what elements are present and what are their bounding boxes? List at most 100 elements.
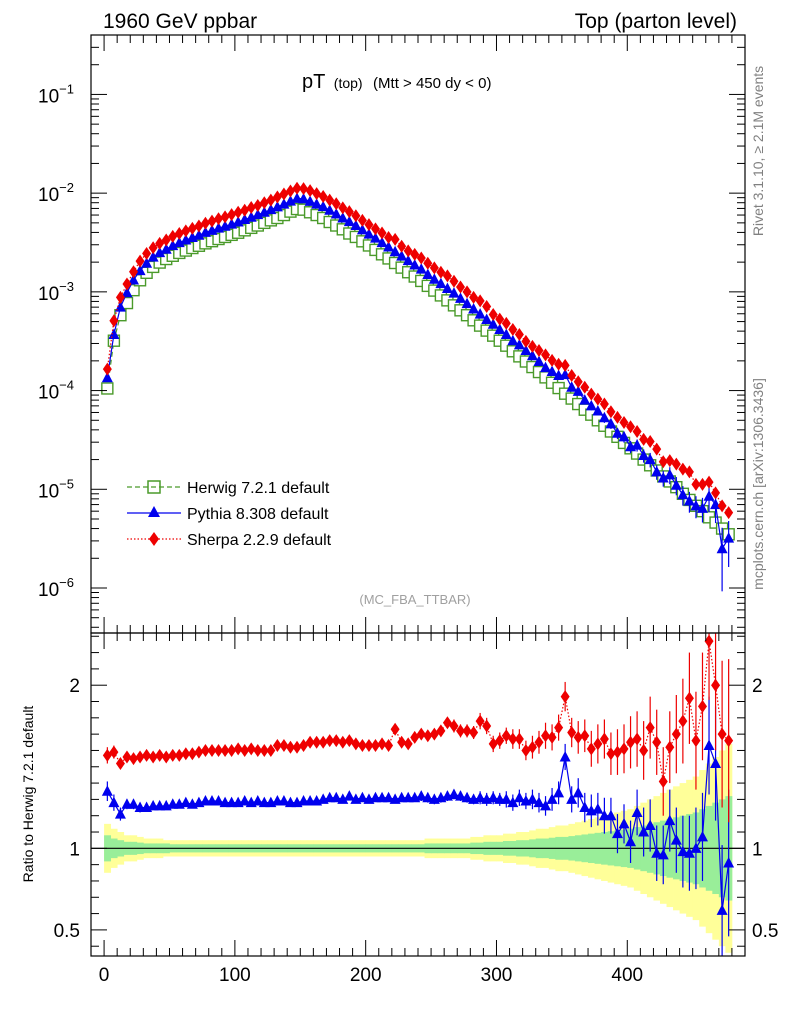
main-pythia-point [271,200,283,212]
main-sherpa-point [187,221,197,235]
main-pythia-point [683,495,695,506]
main-pythia-point [540,361,552,373]
ratio-pythia-point [723,857,735,868]
main-pythia-point [193,229,205,240]
main-y-tick-label: 10−1 [38,81,74,107]
main-sherpa-point [501,316,511,330]
plot-title-main: pT [302,71,325,93]
ratio-sherpa-point [599,732,609,746]
main-sherpa-point [272,190,282,204]
ratio-sherpa-point [200,743,210,757]
ratio-sherpa-point [148,750,158,764]
ratio-sherpa-point [632,732,642,746]
ratio-sherpa-point [285,740,295,754]
main-pythia-point [461,297,473,309]
main-sherpa-point [586,387,596,401]
ratio-sherpa-point [684,691,694,705]
ratio-sherpa-point [187,747,197,761]
legend-herwig-marker [147,480,161,494]
ratio-sherpa-point [109,745,119,759]
main-pythia-point [311,198,323,209]
header-right: Top (parton level) [575,10,737,33]
main-sherpa-point [292,181,302,195]
main-pythia-point [330,207,342,219]
main-pythia-point [703,490,715,501]
ratio-sherpa-point [469,726,479,740]
main-sherpa-point [416,251,426,265]
ratio-pythia-point [703,739,715,751]
main-pythia-point [585,399,597,411]
main-pythia-point [618,430,630,442]
main-pythia-point [513,338,525,350]
main-pythia-point [487,318,499,329]
main-pythia-point [428,273,440,284]
ratio-sherpa-point [606,747,616,761]
main-sherpa-point [652,442,662,456]
main-sherpa-point [227,208,237,222]
ratio-pythia-point [631,806,643,817]
ratio-pythia-point [618,817,630,829]
ratio-pythia-point [572,786,584,798]
ratio-sherpa-point [233,742,243,756]
ratio-sherpa-point [645,721,655,735]
ratio-pythia-point [330,791,342,803]
main-pythia-point [664,468,676,480]
ratio-sherpa-point [658,774,668,788]
main-sherpa-point [194,219,204,233]
main-pythia-point [284,195,296,206]
main-pythia-point [114,301,126,312]
ratio-frame [90,632,746,957]
main-sherpa-point [325,193,335,207]
main-sherpa-point [357,213,367,227]
ratio-sherpa-point [449,719,459,733]
ratio-sherpa-point [462,724,472,738]
main-pythia-point [435,277,447,289]
ratio-sherpa-point [174,748,184,762]
ratio-pythia-point [180,796,192,808]
main-sherpa-point [541,348,551,362]
ratio-sherpa-point [554,721,564,735]
plot-title: pT (top) (Mtt > 450 dy < 0) [302,71,491,93]
ratio-sherpa-point [567,726,577,740]
main-pythia-point [415,263,427,274]
main-sherpa-point [364,218,374,232]
ratio-sherpa-point [423,729,433,743]
main-pythia-point [402,254,414,266]
ratio-sherpa-point [619,742,629,756]
main-sherpa-point [312,187,322,201]
ratio-sherpa-point [724,734,734,748]
main-sherpa-point [724,506,734,520]
main-sherpa-point [495,312,505,326]
ratio-sherpa-point [253,743,263,757]
ratio-pythia-point [592,803,604,814]
main-sherpa-point [717,499,727,513]
main-sherpa-point [436,265,446,279]
main-sherpa-point [220,210,230,224]
ratio-sherpa-point [292,740,302,754]
ratio-sherpa-point [338,735,348,749]
main-pythia-point [167,239,179,251]
ratio-pythia-point [644,819,656,830]
ratio-sherpa-line [107,641,730,782]
main-pythia-point [396,250,408,261]
main-sherpa-point [240,203,250,217]
main-sherpa-point [384,231,394,245]
main-pythia-point [448,287,460,298]
ratio-sherpa-point [541,729,551,743]
ratio-pythia-point [356,791,368,803]
main-sherpa-point [397,239,407,253]
main-sherpa-point [142,246,152,260]
ratio-pythia-point [526,793,538,804]
main-sherpa-point [488,307,498,321]
main-sherpa-point [704,475,714,489]
ratio-sherpa-point [155,748,165,762]
ratio-sherpa-point [227,743,237,757]
main-pythia-point [304,195,316,206]
main-sherpa-point [318,189,328,203]
main-pythia-point [611,427,623,438]
main-sherpa-point [174,227,184,241]
ratio-sherpa-point [508,732,518,746]
main-pythia-point [173,236,185,248]
ratio-sherpa-point [220,743,230,757]
main-y-tick-label: 10−4 [38,378,74,404]
